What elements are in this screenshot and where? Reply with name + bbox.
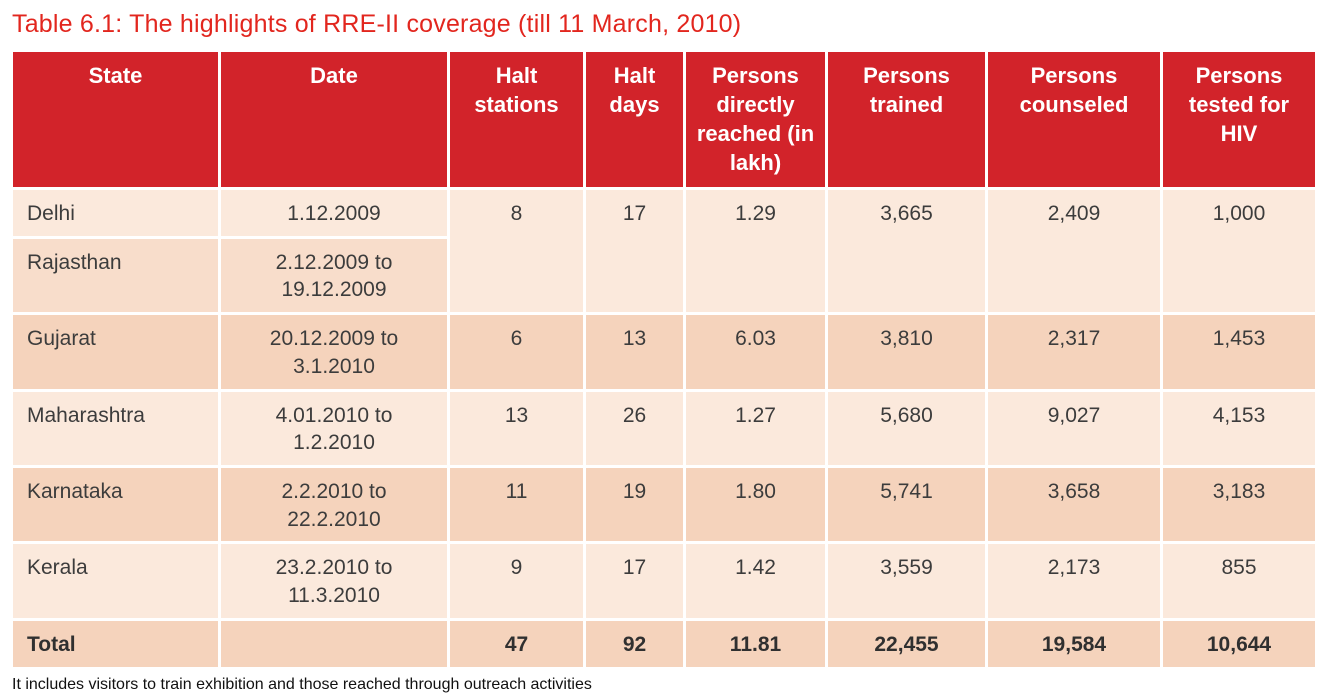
cell-persons-reached-gujarat: 6.03	[683, 312, 828, 392]
cell-persons-trained-kerala: 3,559	[825, 541, 988, 621]
cell-persons-trained-delhi-rajasthan: 3,665	[825, 186, 988, 316]
cell-date-gujarat: 20.12.2009 to 3.1.2010	[218, 312, 450, 392]
cell-state-delhi: Delhi	[10, 187, 221, 239]
table-row-gujarat: Gujarat 20.12.2009 to 3.1.2010 6 13 6.03…	[10, 312, 1318, 392]
header-date: Date	[218, 49, 450, 190]
table-row-total: Total 47 92 11.81 22,455 19,584 10,644	[10, 617, 1318, 670]
page-title: Table 6.1: The highlights of RRE-II cove…	[12, 10, 742, 38]
cell-persons-tested-karnataka: 3,183	[1160, 465, 1318, 545]
cell-date-total	[218, 617, 450, 670]
table-row-kerala: Kerala 23.2.2010 to 11.3.2010 9 17 1.42 …	[10, 541, 1318, 621]
cell-state-gujarat: Gujarat	[10, 312, 221, 392]
cell-halt-stations-karnataka: 11	[447, 465, 586, 545]
cell-date-rajasthan: 2.12.2009 to 19.12.2009	[218, 235, 450, 316]
cell-date-karnataka: 2.2.2010 to 22.2.2010	[218, 465, 450, 545]
cell-persons-reached-karnataka: 1.80	[683, 465, 828, 545]
cell-persons-tested-gujarat: 1,453	[1160, 312, 1318, 392]
cell-persons-counseled-karnataka: 3,658	[985, 465, 1163, 545]
cell-halt-days-delhi-rajasthan: 17	[583, 186, 686, 316]
cell-state-karnataka: Karnataka	[10, 465, 221, 545]
cell-persons-tested-maharashtra: 4,153	[1160, 388, 1318, 469]
cell-persons-tested-delhi-rajasthan: 1,000	[1160, 186, 1318, 316]
header-persons-trained: Persons trained	[825, 49, 988, 190]
cell-persons-trained-karnataka: 5,741	[825, 465, 988, 545]
footnote: It includes visitors to train exhibition…	[12, 675, 592, 693]
cell-halt-stations-delhi-rajasthan: 8	[447, 186, 586, 316]
coverage-table: State Date Halt stations Halt days Perso…	[10, 49, 1318, 670]
cell-halt-days-karnataka: 19	[583, 465, 686, 545]
cell-state-total: Total	[10, 617, 221, 670]
table-row-karnataka: Karnataka 2.2.2010 to 22.2.2010 11 19 1.…	[10, 465, 1318, 545]
cell-persons-counseled-kerala: 2,173	[985, 541, 1163, 621]
cell-persons-reached-total: 11.81	[683, 617, 828, 670]
cell-date-delhi: 1.12.2009	[218, 187, 450, 239]
cell-halt-stations-total: 47	[447, 617, 586, 670]
cell-persons-counseled-delhi-rajasthan: 2,409	[985, 186, 1163, 316]
table-row-rajasthan: Rajasthan 2.12.2009 to 19.12.2009	[10, 235, 1317, 316]
cell-persons-counseled-maharashtra: 9,027	[985, 388, 1163, 469]
cell-persons-reached-maharashtra: 1.27	[683, 388, 828, 469]
cell-persons-tested-total: 10,644	[1160, 617, 1318, 670]
cell-halt-days-kerala: 17	[583, 541, 686, 621]
cell-state-kerala: Kerala	[10, 541, 221, 621]
cell-persons-counseled-gujarat: 2,317	[985, 312, 1163, 392]
header-halt-stations: Halt stations	[447, 49, 586, 190]
table-row-maharashtra: Maharashtra 4.01.2010 to 1.2.2010 13 26 …	[10, 388, 1318, 469]
header-persons-counseled: Persons counseled	[985, 49, 1163, 190]
cell-persons-reached-delhi-rajasthan: 1.29	[683, 186, 828, 316]
cell-persons-trained-total: 22,455	[825, 617, 988, 670]
cell-halt-stations-maharashtra: 13	[447, 388, 586, 469]
cell-halt-stations-kerala: 9	[447, 541, 586, 621]
table-header-row: State Date Halt stations Halt days Perso…	[10, 49, 1318, 190]
cell-persons-trained-maharashtra: 5,680	[825, 388, 988, 469]
cell-persons-trained-gujarat: 3,810	[825, 312, 988, 392]
cell-date-kerala: 23.2.2010 to 11.3.2010	[218, 541, 450, 621]
header-persons-reached: Persons directly reached (in lakh)	[683, 49, 828, 190]
cell-persons-reached-kerala: 1.42	[683, 541, 828, 621]
cell-halt-stations-gujarat: 6	[447, 312, 586, 392]
cell-persons-tested-kerala: 855	[1160, 541, 1318, 621]
cell-halt-days-total: 92	[583, 617, 686, 670]
header-state: State	[10, 49, 221, 190]
cell-date-maharashtra: 4.01.2010 to 1.2.2010	[218, 388, 450, 469]
header-halt-days: Halt days	[583, 49, 686, 190]
cell-persons-counseled-total: 19,584	[985, 617, 1163, 670]
cell-halt-days-gujarat: 13	[583, 312, 686, 392]
cell-state-rajasthan: Rajasthan	[10, 235, 221, 316]
header-persons-tested: Persons tested for HIV	[1160, 49, 1318, 190]
table-row-delhi: Delhi 1.12.2009 8 17 1.29 3,665 2,409 1,…	[10, 186, 1318, 316]
cell-halt-days-maharashtra: 26	[583, 388, 686, 469]
cell-state-maharashtra: Maharashtra	[10, 388, 221, 469]
